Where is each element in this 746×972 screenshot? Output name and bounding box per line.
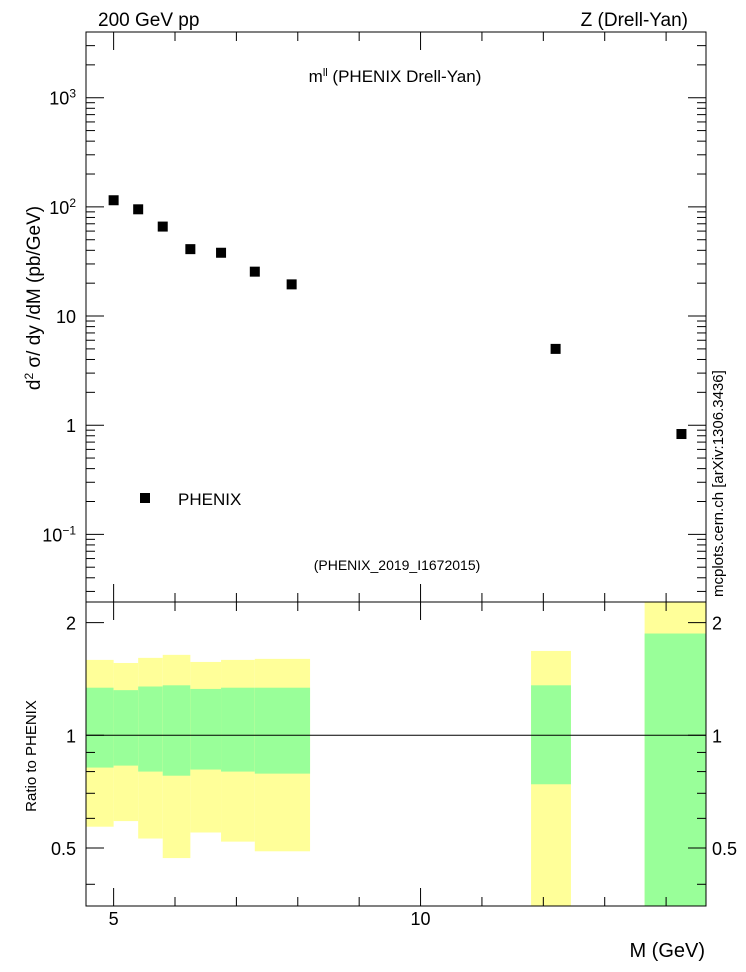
ratio-y-ticks: 0.5 0.5 1 1 2 2 — [51, 614, 737, 885]
x-tick-label: 10 — [411, 909, 431, 929]
ratio-plot-panel: 0.5 0.5 1 1 2 2 5 10 Ratio to PHENIX M (GeV) — [23, 601, 737, 962]
x-axis-label: M (GeV) — [629, 940, 705, 962]
band-inner — [221, 687, 255, 772]
phenix-markers — [108, 195, 687, 440]
ratio-y-tick-label: 1 — [66, 726, 76, 746]
ratio-plot-frame — [85, 601, 707, 907]
y-tick-label: 102 — [49, 196, 76, 218]
band-inner — [86, 687, 114, 768]
analysis-watermark: (PHENIX_2019_I1672015) — [314, 557, 481, 573]
header-left: 200 GeV pp — [98, 10, 199, 31]
legend-label: PHENIX — [178, 490, 241, 509]
ratio-x-ticks: 5 10 — [109, 602, 667, 929]
band-inner — [190, 688, 222, 770]
main-plot-frame — [85, 31, 707, 603]
band-inner — [162, 685, 191, 776]
data-point — [550, 343, 561, 354]
main-y-axis-label: d2 σ/ dy /dM (pb/GeV) — [22, 206, 45, 390]
legend-marker — [140, 493, 150, 503]
y-tick-label: 103 — [49, 87, 76, 109]
band-inner — [531, 685, 571, 785]
ratio-y-tick-label-right: 1 — [712, 726, 722, 746]
data-point — [108, 195, 119, 206]
band-inner — [138, 686, 163, 772]
data-point — [185, 244, 196, 255]
ratio-y-tick-label-right: 2 — [712, 614, 722, 634]
band-inner — [113, 690, 139, 766]
y-tick-label: 10−1 — [42, 523, 76, 545]
ratio-y-tick-label-right: 0.5 — [712, 839, 737, 859]
data-point — [676, 429, 687, 440]
band-inner — [254, 687, 311, 774]
ratio-y-tick-label: 2 — [66, 614, 76, 634]
data-point — [286, 279, 297, 290]
header-right: Z (Drell-Yan) — [581, 10, 688, 31]
ratio-y-tick-label: 0.5 — [51, 839, 76, 859]
data-point — [216, 247, 227, 258]
main-plot-title: mll (PHENIX Drell-Yan) — [309, 67, 482, 86]
ratio-y-axis-label: Ratio to PHENIX — [23, 700, 40, 812]
ratio-bands — [86, 602, 706, 906]
y-tick-label: 1 — [66, 416, 76, 436]
side-label: mcplots.cern.ch [arXiv:1306.3436] — [710, 370, 727, 597]
data-point — [157, 221, 168, 232]
main-x-ticks — [113, 32, 667, 602]
x-tick-label: 5 — [109, 909, 119, 929]
band-inner — [644, 633, 706, 906]
data-point — [133, 204, 144, 215]
data-point — [249, 266, 260, 277]
y-tick-label: 10 — [56, 307, 76, 327]
